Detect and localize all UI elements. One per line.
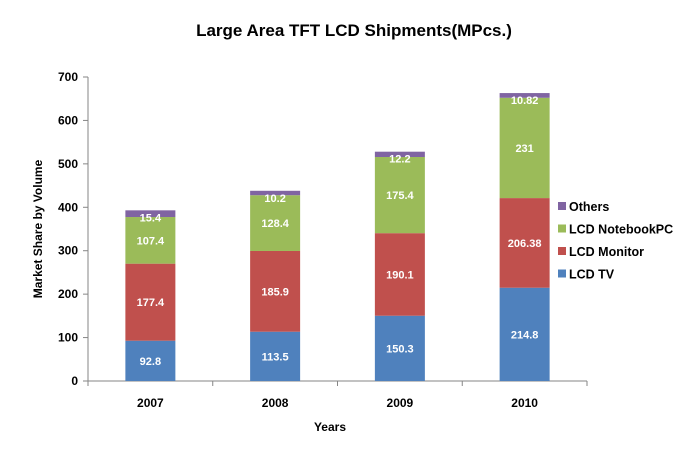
bar-segment-lcd-notebookpc	[250, 195, 301, 251]
legend-swatch	[558, 247, 566, 255]
legend-label: LCD Monitor	[569, 245, 644, 259]
x-tick-label: 2009	[387, 396, 414, 410]
data-label: 185.9	[261, 286, 289, 298]
y-tick-label: 400	[58, 200, 78, 214]
bar-segment-others	[499, 93, 550, 98]
bar-segment-lcd-notebookpc	[125, 217, 176, 264]
bar-segment-lcd-tv	[499, 287, 550, 381]
data-label: 10.2	[264, 193, 285, 205]
bar-segment-lcd-monitor	[374, 233, 425, 316]
data-label: 214.8	[511, 329, 539, 341]
legend-swatch	[558, 224, 566, 233]
bar-segment-lcd-monitor	[125, 263, 176, 341]
legend-swatch	[558, 269, 566, 278]
legend-label: LCD NotebookPC	[569, 223, 673, 237]
x-tick-label: 2007	[137, 396, 164, 410]
data-label: 231	[515, 143, 533, 155]
data-label: 206.38	[508, 238, 542, 250]
y-tick-label: 600	[58, 113, 78, 127]
y-tick-label: 500	[58, 157, 78, 171]
y-tick-label: 0	[71, 374, 78, 388]
x-tick-label: 2008	[262, 396, 289, 410]
y-axis-label: Market Share by Volume	[31, 159, 45, 298]
bars	[125, 93, 550, 381]
bar-segment-others	[374, 151, 425, 157]
bar-segment-lcd-monitor	[250, 250, 301, 332]
data-label: 150.3	[386, 343, 414, 355]
data-label: 190.1	[386, 269, 414, 281]
bar-segment-lcd-tv	[250, 331, 301, 381]
y-tick-label: 700	[58, 70, 78, 84]
axes: 0 100 200 300 400 500 600 700 2007 2008 2009 2010	[58, 70, 588, 410]
legend-item: LCD NotebookPC	[558, 223, 673, 237]
legend-swatch	[558, 202, 566, 210]
chart-title: Large Area TFT LCD Shipments(MPcs.)	[196, 21, 512, 40]
bar-segment-lcd-notebookpc	[499, 97, 550, 199]
bar-segment-lcd-notebookpc	[374, 156, 425, 234]
data-label: 107.4	[137, 235, 165, 247]
x-axis-label: Years	[314, 420, 346, 434]
data-label: 92.8	[140, 356, 161, 368]
data-label: 175.4	[386, 190, 414, 202]
data-label: 12.2	[389, 154, 410, 166]
x-tick-label: 2010	[511, 396, 538, 410]
data-label: 128.4	[261, 218, 289, 230]
data-label: 10.82	[511, 95, 539, 107]
bar-segment-lcd-tv	[374, 315, 425, 381]
bar-segment-lcd-monitor	[499, 198, 550, 288]
bar-segment-lcd-tv	[125, 340, 176, 381]
data-labels: 92.8 177.4 107.4 15.4 113.5 185.9 128.4 10.2 150…	[137, 95, 542, 368]
data-label: 15.4	[140, 212, 162, 224]
legend: Others LCD NotebookPC LCD Monitor LCD TV	[558, 200, 673, 282]
legend-label: Others	[569, 200, 609, 214]
legend-item: Others	[558, 200, 609, 214]
y-tick-label: 200	[58, 287, 78, 301]
data-label: 177.4	[137, 297, 165, 309]
y-tick-label: 300	[58, 244, 78, 258]
legend-label: LCD TV	[569, 268, 615, 282]
bar-segment-others	[250, 190, 301, 196]
data-label: 113.5	[262, 351, 289, 363]
y-tick-label: 100	[58, 331, 78, 345]
bar-segment-others	[125, 210, 176, 218]
legend-item: LCD TV	[558, 268, 615, 282]
legend-item: LCD Monitor	[558, 245, 644, 259]
